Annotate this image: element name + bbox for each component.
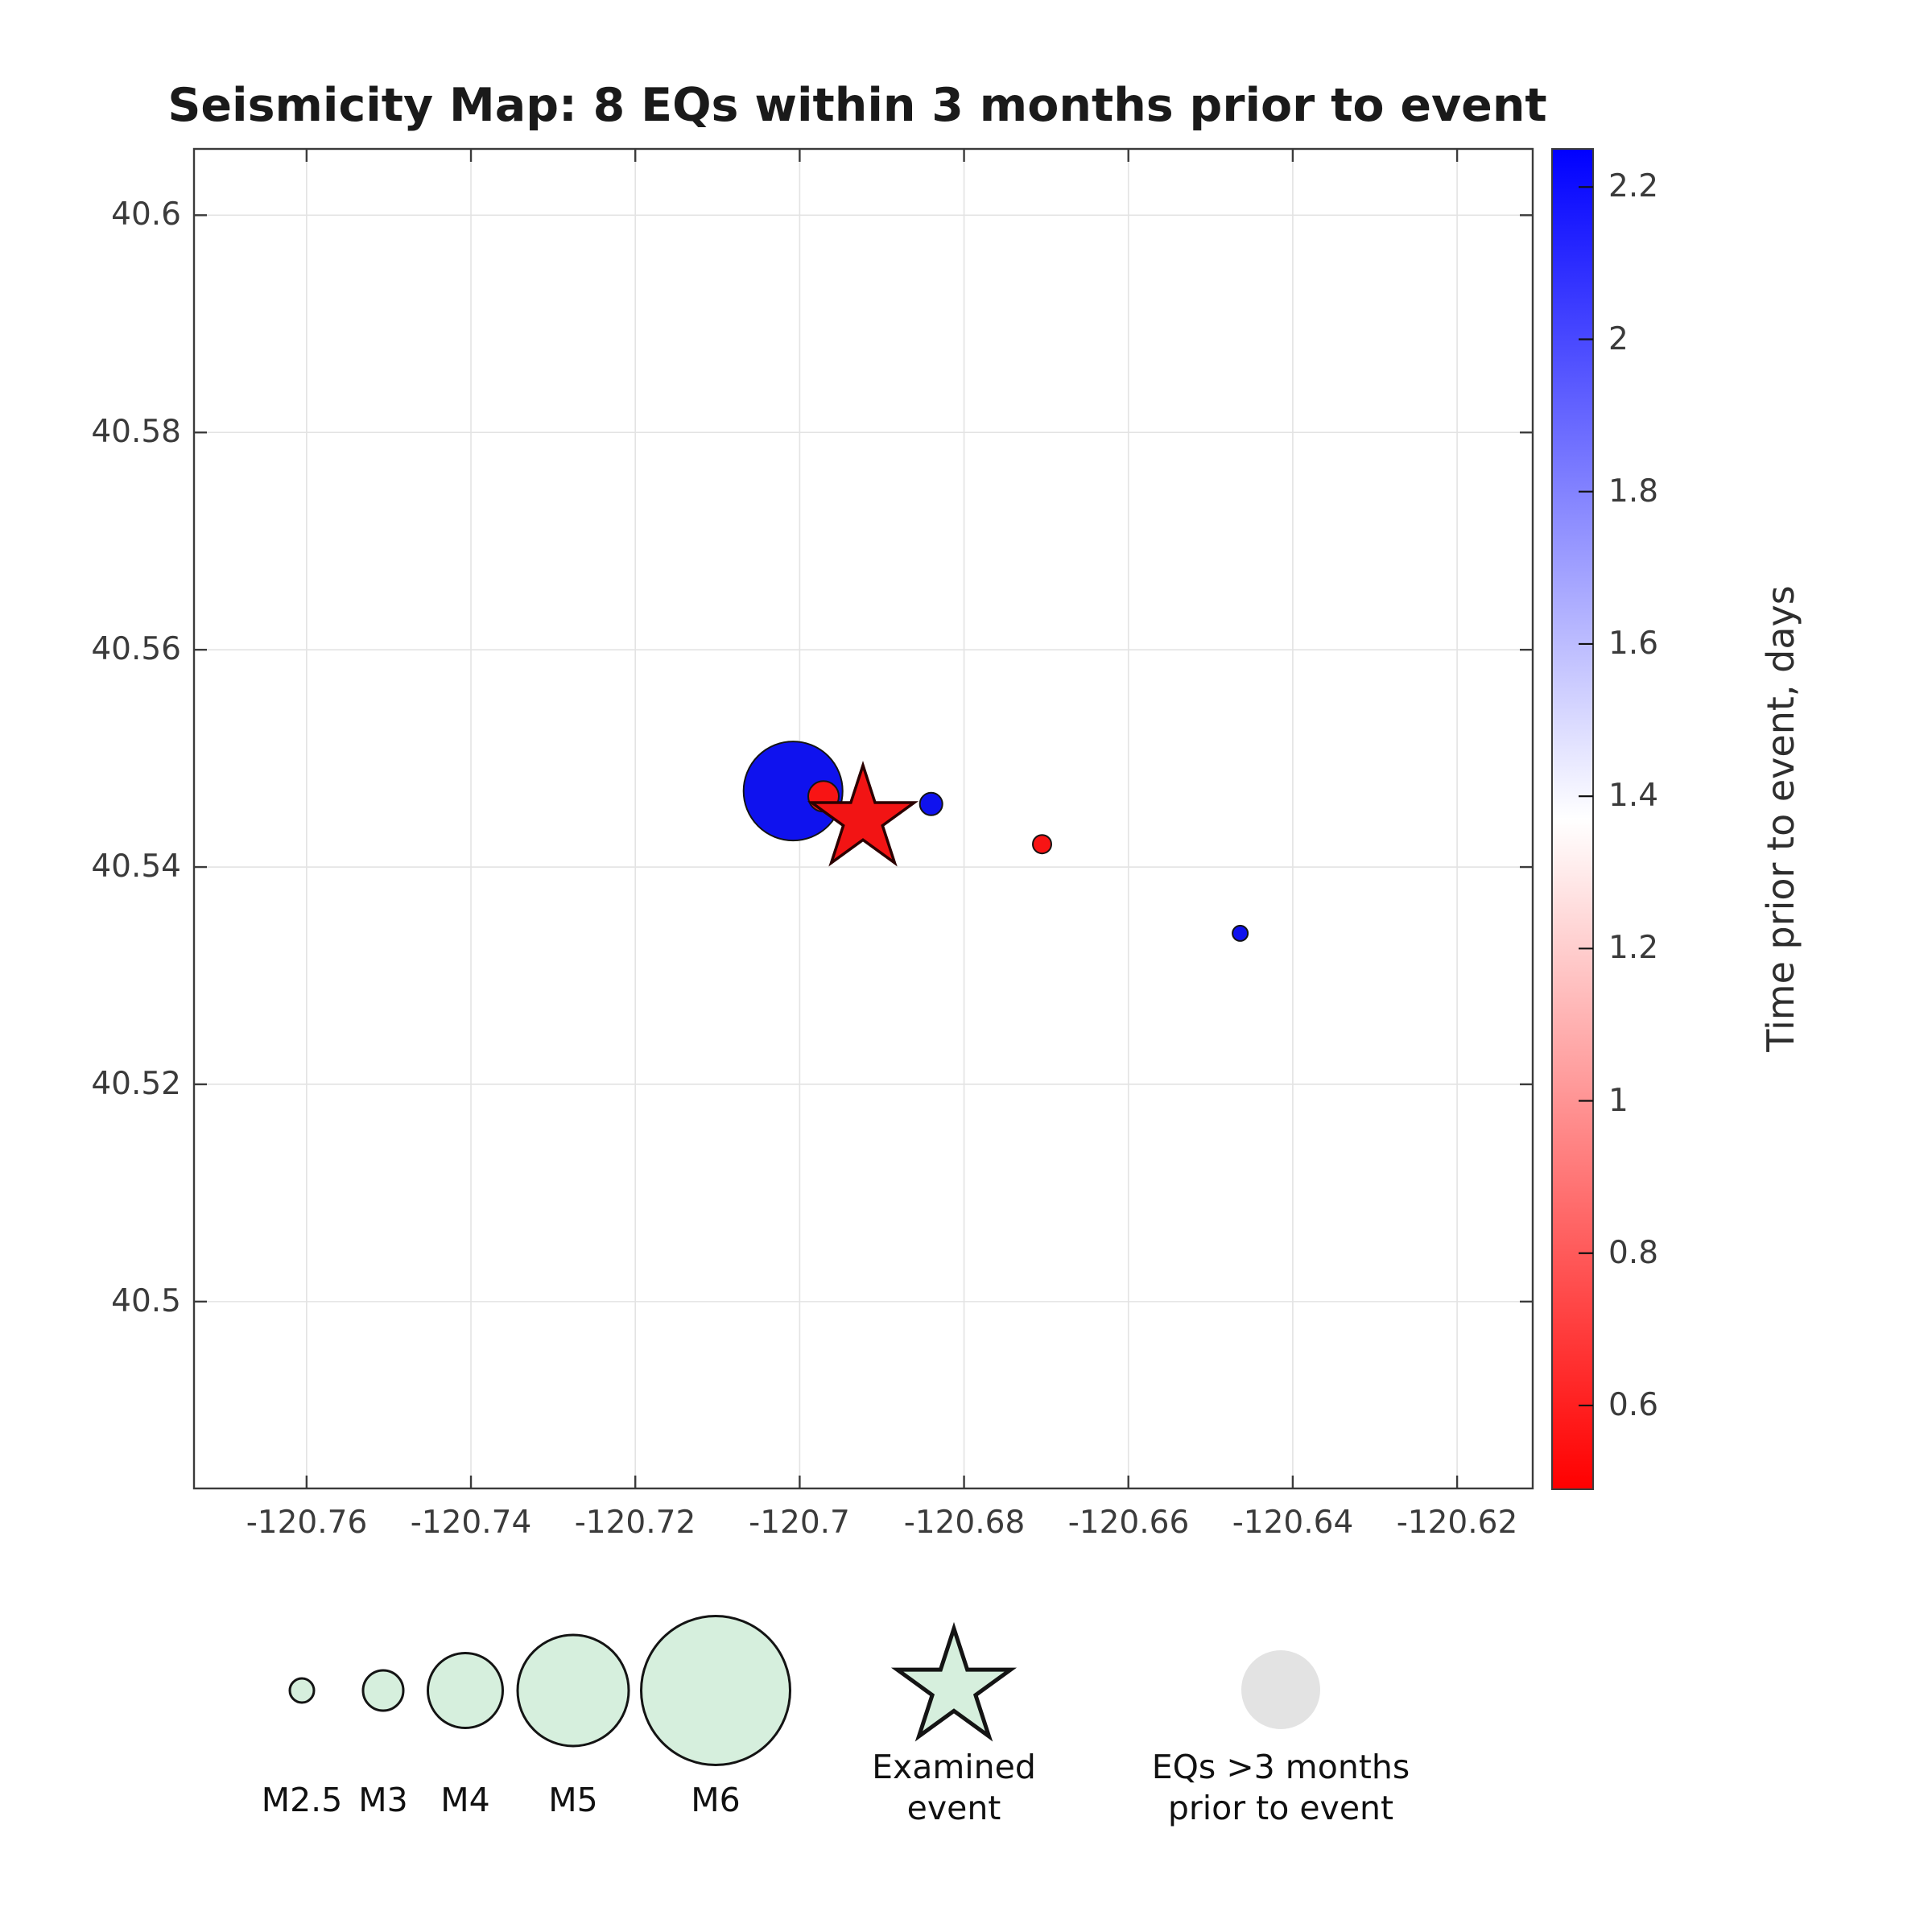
x-axis-tick-label: -120.62 xyxy=(1396,1505,1518,1541)
x-axis-tick-label: -120.64 xyxy=(1232,1505,1354,1541)
colorbar-tick-label: 1.4 xyxy=(1608,778,1659,814)
magnitude-legend-circle xyxy=(516,1633,630,1748)
chart-title: Seismicity Map: 8 EQs within 3 months pr… xyxy=(167,79,1547,132)
y-axis-tick-label: 40.52 xyxy=(91,1066,181,1102)
colorbar-tick-label: 1.6 xyxy=(1608,625,1659,662)
y-axis-tick-label: 40.5 xyxy=(111,1283,181,1319)
magnitude-legend-label: M5 xyxy=(548,1781,598,1819)
colorbar-tick-label: 2.2 xyxy=(1608,168,1659,204)
magnitude-legend-circle xyxy=(361,1669,405,1712)
x-axis-tick-label: -120.7 xyxy=(749,1505,850,1541)
x-axis-tick-label: -120.76 xyxy=(246,1505,368,1541)
y-axis-tick-label: 40.56 xyxy=(91,631,181,667)
magnitude-legend-label: M4 xyxy=(440,1781,490,1819)
colorbar-tick-label: 0.8 xyxy=(1608,1235,1659,1271)
x-axis-tick-label: -120.72 xyxy=(574,1505,696,1541)
plot-border xyxy=(192,147,1534,1490)
examined-event-star-marker xyxy=(807,761,919,867)
prior-eqs-legend-circle xyxy=(1241,1650,1320,1729)
prior-eqs-legend-line1: EQs >3 months xyxy=(1151,1748,1410,1786)
x-axis-tick-label: -120.74 xyxy=(410,1505,532,1541)
colorbar-tick-label: 1.8 xyxy=(1608,473,1659,510)
colorbar xyxy=(1551,148,1594,1490)
examined-event-legend-line1: Examined xyxy=(872,1748,1036,1786)
y-axis-tick-label: 40.58 xyxy=(91,414,181,450)
earthquake-marker xyxy=(1232,924,1249,942)
magnitude-legend-label: M6 xyxy=(691,1781,741,1819)
magnitude-legend-label: M3 xyxy=(358,1781,408,1819)
y-axis-tick-label: 40.54 xyxy=(91,848,181,885)
prior-eqs-legend-line2: prior to event xyxy=(1167,1789,1394,1827)
colorbar-tick-label: 1.2 xyxy=(1608,930,1659,966)
colorbar-tick-label: 1 xyxy=(1608,1083,1629,1119)
magnitude-legend-label: M2.5 xyxy=(261,1781,343,1819)
magnitude-legend-circle xyxy=(640,1615,791,1766)
colorbar-axis-label: Time prior to event, days xyxy=(1759,585,1802,1052)
magnitude-legend-circle xyxy=(288,1677,316,1704)
examined-event-legend-line2: event xyxy=(906,1789,1001,1827)
colorbar-tick-label: 2 xyxy=(1608,321,1629,357)
x-axis-tick-label: -120.68 xyxy=(903,1505,1026,1541)
prior-eqs-legend-label: EQs >3 months prior to event xyxy=(1120,1747,1442,1829)
magnitude-legend-circle xyxy=(427,1652,504,1729)
y-axis-tick-label: 40.6 xyxy=(111,196,181,233)
earthquake-marker xyxy=(919,791,943,816)
x-axis-tick-label: -120.66 xyxy=(1067,1505,1190,1541)
examined-event-legend-label: Examined event xyxy=(793,1747,1115,1829)
earthquake-marker xyxy=(1032,834,1052,855)
earthquake-marker xyxy=(742,741,844,842)
examined-event-legend-star xyxy=(890,1621,1018,1742)
colorbar-tick-label: 0.6 xyxy=(1608,1387,1659,1423)
